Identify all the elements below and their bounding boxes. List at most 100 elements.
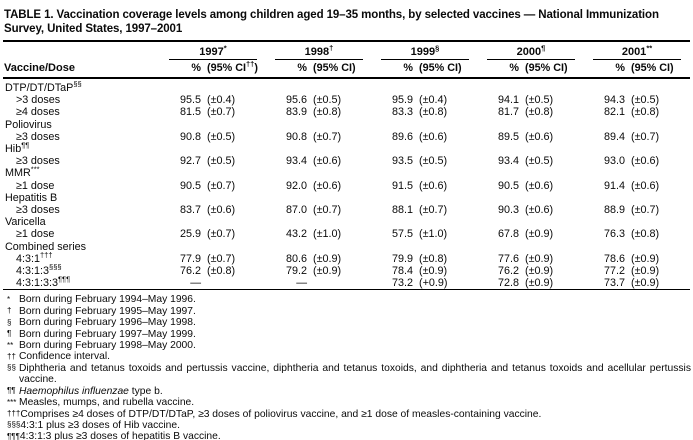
percent-cell: 90.8 <box>179 130 201 143</box>
dose-label: ≥3 doses <box>16 130 60 143</box>
ci-cell: (±0.5) <box>419 155 448 168</box>
footnote: §§§ 4:3:1 plus ≥3 doses of Hib vaccine. <box>4 420 693 431</box>
percent-cell: 43.2 <box>285 228 307 241</box>
ci-cell: (±0.7) <box>207 252 236 265</box>
percent-cell: 78.4 <box>391 265 413 278</box>
group-row: Poliovirus <box>3 119 690 131</box>
percent-cell: 83.7 <box>179 204 201 217</box>
subheader-percent: % <box>191 62 201 74</box>
footnote: ** Born during February 1998–May 2000. <box>4 340 693 351</box>
percent-cell: — <box>190 277 201 290</box>
table-header: Vaccine/Dose 1997* 1998† 1999§ 2000¶ 2001** … <box>3 41 690 78</box>
percent-cell: 92.7 <box>179 155 201 168</box>
data-row: ≥1 dose 25.9 (±0.7) 43.2 (±1.0) 57.5 (±1.0) 67.… <box>3 228 690 240</box>
footnote: ¶ Born during February 1997–May 1999. <box>4 329 693 340</box>
footnote-marker: † <box>7 306 12 316</box>
vaccine-group-label: Varicella <box>5 216 46 229</box>
footnote-marker: ††† <box>7 409 21 419</box>
percent-cell: 94.3 <box>603 94 625 107</box>
percent-cell: 89.6 <box>391 130 413 143</box>
ci-footnote-marker: †† <box>246 59 255 69</box>
row-footnote-marker: ¶¶ <box>21 140 30 150</box>
ci-cell: (±0.5) <box>207 155 236 168</box>
dose-label: ≥1 dose <box>16 228 55 241</box>
percent-cell: 25.9 <box>179 228 201 241</box>
dose-label: ≥4 doses <box>16 106 60 119</box>
group-row: Hepatitis B <box>3 192 690 204</box>
data-row: 4:3:1:3§§§ 76.2 (±0.8) 79.2 (±0.9) 78.4 (±0.9)… <box>3 262 690 278</box>
percent-cell: 76.2 <box>179 265 201 278</box>
percent-cell: 91.4 <box>603 179 625 192</box>
percent-cell: 95.9 <box>391 94 413 107</box>
vaccine-group-label: DTP/DT/DTaP§§ <box>5 79 82 94</box>
percent-cell: 76.2 <box>497 265 519 278</box>
ci-cell: (±1.0) <box>313 228 342 241</box>
vaccine-dose-header: Vaccine/Dose <box>4 62 75 74</box>
dose-label: 4:3:1††† <box>16 250 53 265</box>
footnote: ¶¶¶ 4:3:1:3 plus ≥3 doses of hepatitis B … <box>4 431 693 440</box>
footnote-text: 4:3:1 plus ≥3 doses of Hib vaccine. <box>20 419 180 431</box>
year-header-2000: 2000¶ <box>478 41 584 60</box>
ci-cell: (±0.8) <box>207 265 236 278</box>
vaccine-group-label: Hib¶¶ <box>5 140 30 156</box>
group-row: Hib¶¶ <box>3 140 690 156</box>
year-header-1999: 1999§ <box>372 41 478 60</box>
ci-cell: (±0.8) <box>419 252 448 265</box>
percent-cell: 89.4 <box>603 130 625 143</box>
ci-cell: (±0.8) <box>631 106 660 119</box>
table-title: TABLE 1. Vaccination coverage levels amo… <box>4 9 659 35</box>
footnote-marker: * <box>7 294 11 304</box>
ci-cell: (±0.8) <box>525 106 554 119</box>
year-header-row: Vaccine/Dose 1997* 1998† 1999§ 2000¶ 2001** <box>3 41 690 74</box>
percent-cell: 91.5 <box>391 179 413 192</box>
footnote: ††† Comprises ≥4 doses of DTP/DT/DTaP, ≥3… <box>4 409 693 420</box>
percent-cell: 87.0 <box>285 204 307 217</box>
footnote-marker: ¶¶¶ <box>7 431 20 440</box>
data-row: ≥1 dose 90.5 (±0.7) 92.0 (±0.6) 91.5 (±0.6) 90.… <box>3 180 690 192</box>
ci-cell: (±0.5) <box>313 94 342 107</box>
percent-cell: 88.9 <box>603 204 625 217</box>
ci-cell: (±0.9) <box>525 277 554 290</box>
ci-cell: (±0.9) <box>525 252 554 265</box>
vaccine-group-label: Poliovirus <box>5 118 52 131</box>
percent-cell: 90.5 <box>497 179 519 192</box>
ci-cell: (±0.4) <box>419 94 448 107</box>
ci-cell: (±0.9) <box>419 265 448 278</box>
percent-cell: 80.6 <box>285 252 307 265</box>
ci-cell: (±0.6) <box>631 155 660 168</box>
percent-cell: 83.9 <box>285 106 307 119</box>
percent-cell: 93.5 <box>391 155 413 168</box>
data-row: 4:3:1††† 77.9 (±0.7) 80.6 (±0.9) 79.9 (±0.8) 77… <box>3 250 690 265</box>
year-footnote-marker: § <box>435 43 440 53</box>
ci-cell <box>307 277 372 290</box>
subheader-ci: (95% CI) <box>313 62 356 74</box>
footnote-text: Measles, mumps, and rubella vaccine. <box>19 397 195 409</box>
percent-cell: 90.3 <box>497 204 519 217</box>
subheader-percent: % <box>509 62 519 74</box>
row-footnote-marker: §§§ <box>49 262 62 272</box>
ci-cell: (±0.7) <box>207 179 236 192</box>
dose-label: 4:3:1:3§§§ <box>16 262 62 278</box>
footnote-marker: ¶ <box>7 329 12 339</box>
percent-cell: 81.7 <box>497 106 519 119</box>
year-header-2001: 2001** <box>584 41 690 60</box>
percent-cell: 77.2 <box>603 265 625 278</box>
footnote: † Born during February 1995–May 1997. <box>4 306 693 317</box>
footnote-text: Born during February 1996–May 1998. <box>19 317 196 329</box>
ci-cell: (±0.5) <box>207 130 236 143</box>
ci-cell: (±0.6) <box>313 155 342 168</box>
data-row: ≥3 doses 83.7 (±0.6) 87.0 (±0.7) 88.1 (±0.7) 90… <box>3 204 690 216</box>
footnote-text: Confidence interval. <box>19 351 111 363</box>
percent-cell: 76.3 <box>603 228 625 241</box>
percent-cell: 72.8 <box>497 277 519 290</box>
data-row: ≥4 doses 81.5 (±0.7) 83.9 (±0.8) 83.3 (±0.8) 81… <box>3 106 690 118</box>
year-footnote-marker: ** <box>646 43 653 53</box>
percent-cell: 83.3 <box>391 106 413 119</box>
percent-cell: 93.4 <box>285 155 307 168</box>
percent-cell: 93.0 <box>603 155 625 168</box>
subheader-row: % (95% CI††)% (95% CI)% (95% CI)% (95% CI)% (… <box>3 60 690 78</box>
ci-cell: (±0.9) <box>525 228 554 241</box>
footnotes: * Born during February 1994–May 1996. † Bor… <box>4 294 693 440</box>
ci-cell: (±0.8) <box>313 106 342 119</box>
